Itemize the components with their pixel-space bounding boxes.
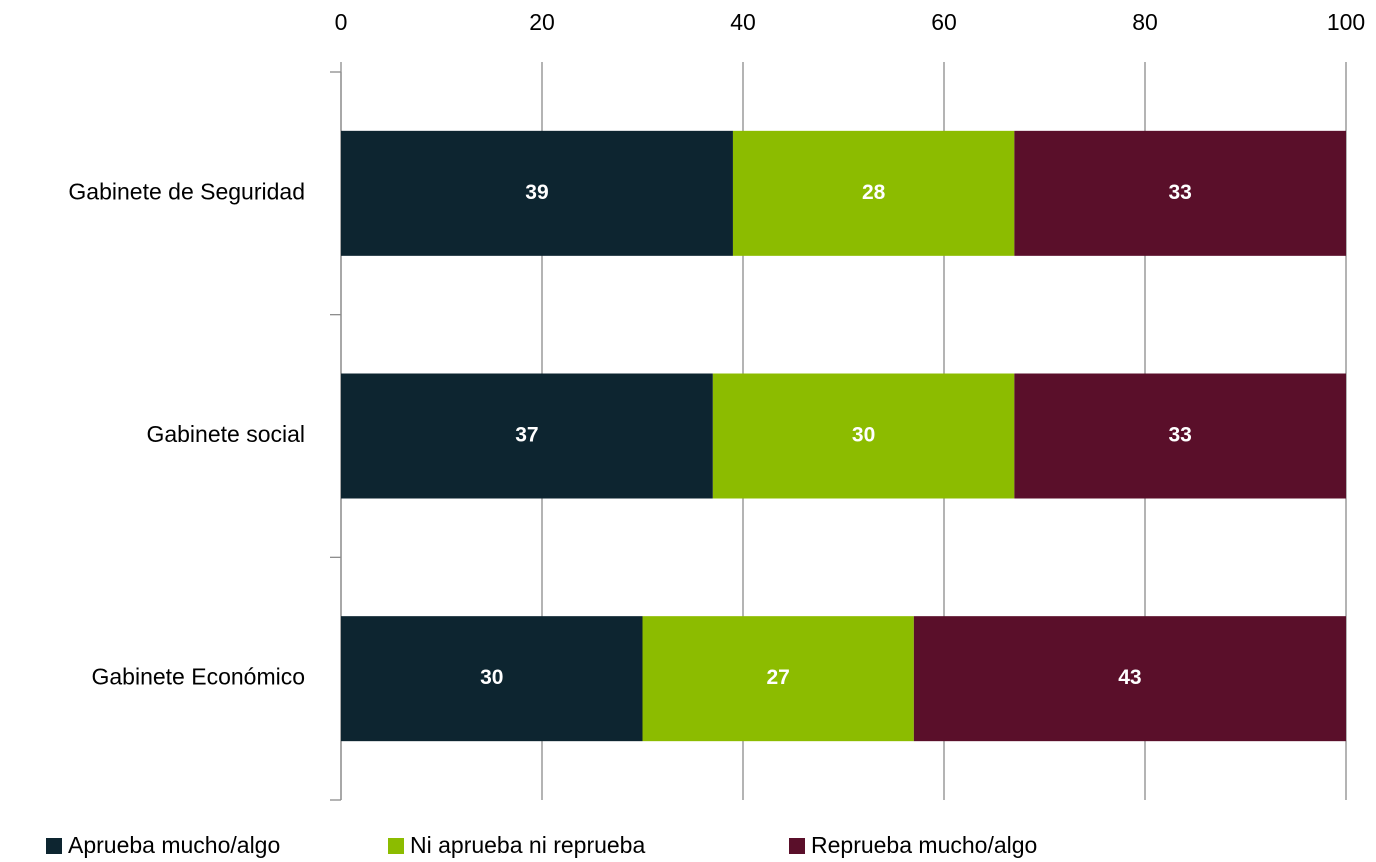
legend-swatch	[388, 838, 404, 854]
x-tick-label: 20	[529, 9, 555, 35]
data-label: 28	[862, 181, 886, 204]
data-label: 27	[766, 666, 789, 689]
x-tick-label: 100	[1327, 9, 1365, 35]
data-label: 39	[525, 181, 548, 204]
legend-swatch	[46, 838, 62, 854]
bar-segment	[712, 373, 1015, 499]
x-tick-label: 60	[931, 9, 957, 35]
data-label: 30	[852, 424, 875, 447]
data-label: 30	[480, 666, 503, 689]
data-label: 33	[1168, 424, 1191, 447]
legend-label: Ni aprueba ni reprueba	[410, 832, 645, 858]
x-tick-label: 0	[335, 9, 348, 35]
data-label: 43	[1118, 666, 1141, 689]
data-label: 37	[515, 424, 538, 447]
x-tick-label: 40	[730, 9, 756, 35]
bar-segment	[642, 616, 914, 742]
data-label: 33	[1168, 181, 1191, 204]
bar-segment	[732, 130, 1015, 256]
y-tick-label: Gabinete de Seguridad	[68, 178, 305, 204]
bar-segment	[341, 616, 643, 742]
bar-segment	[913, 616, 1346, 742]
bar-segment	[341, 373, 713, 499]
bar-segment	[1014, 130, 1346, 256]
y-tick-label: Gabinete social	[146, 421, 305, 447]
bar-segment	[1014, 373, 1346, 499]
y-tick-label: Gabinete Económico	[91, 664, 305, 690]
legend-label: Aprueba mucho/algo	[68, 832, 280, 858]
bar-segment	[341, 130, 733, 256]
legend-label: Reprueba mucho/algo	[811, 832, 1037, 858]
legend-swatch	[789, 838, 805, 854]
x-tick-label: 80	[1132, 9, 1158, 35]
